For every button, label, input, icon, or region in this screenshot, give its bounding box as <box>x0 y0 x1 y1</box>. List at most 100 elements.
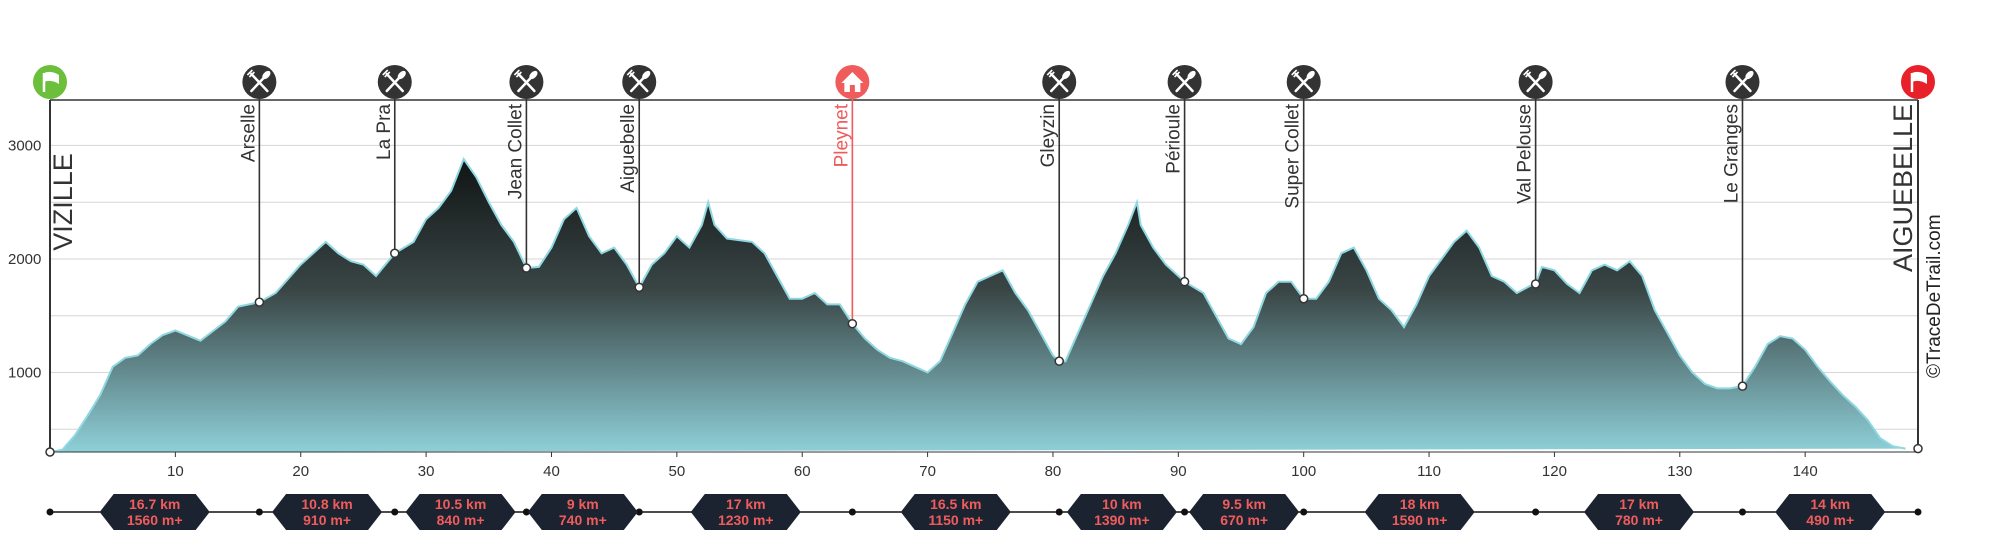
waypoint-label: Jean Collet <box>505 103 526 199</box>
segment-endpoint <box>522 508 530 516</box>
segment-endpoint <box>848 508 856 516</box>
y-tick-label: 1000 <box>8 365 41 382</box>
waypoint-point <box>1737 381 1748 391</box>
house-icon <box>835 65 870 99</box>
fork-knife-icon <box>509 65 544 99</box>
segment-badge <box>900 494 1011 530</box>
x-tick-label: 20 <box>292 463 309 480</box>
x-tick-label: 110 <box>1417 463 1441 480</box>
segment-elevation-gain: 1590 m+ <box>1392 512 1448 528</box>
waypoint-label: Super Collet <box>1283 103 1304 208</box>
waypoint-point <box>1054 356 1064 366</box>
segment-endpoint <box>1738 508 1746 516</box>
fork-knife-icon <box>1725 65 1760 99</box>
segment-distance: 9.5 km <box>1222 496 1266 512</box>
fork-knife-icon <box>1518 65 1553 99</box>
waypoint-point <box>1179 276 1190 287</box>
segment-endpoint <box>46 508 54 516</box>
segment-distance: 18 km <box>1400 496 1440 512</box>
segment-elevation-gain: 490 m+ <box>1806 512 1854 528</box>
waypoint-label: La Pra <box>374 104 395 160</box>
start-flag-icon <box>33 65 67 99</box>
elevation-area <box>49 156 1906 453</box>
segment-elevation-gain: 740 m+ <box>559 512 607 528</box>
waypoint-label: Pleynet <box>831 103 852 167</box>
waypoint-point <box>634 282 644 293</box>
fork-knife-icon <box>242 65 277 99</box>
segment-distance: 10.5 km <box>435 496 486 512</box>
segment-endpoint <box>1181 508 1189 516</box>
segment-elevation-gain: 1230 m+ <box>718 512 774 528</box>
fork-knife-icon <box>377 65 412 99</box>
segment-badge <box>690 494 801 530</box>
segment-badge <box>405 494 516 530</box>
segment-distance: 14 km <box>1810 496 1850 512</box>
segment-distance: 17 km <box>1619 496 1659 512</box>
finish-flag-icon <box>1901 65 1935 99</box>
waypoint-point <box>254 297 265 307</box>
segment-elevation-gain: 1150 m+ <box>928 512 983 528</box>
finish-label: AIGUEBELLE <box>1888 104 1918 272</box>
segment-endpoint <box>1532 508 1540 516</box>
fork-knife-icon <box>1286 65 1321 99</box>
elevation-outline <box>49 156 1906 453</box>
x-tick-label: 120 <box>1542 463 1567 480</box>
x-tick-label: 70 <box>919 463 936 480</box>
x-tick-label: 40 <box>543 463 560 480</box>
x-tick-label: 100 <box>1291 463 1316 480</box>
segment-distance: 10 km <box>1102 496 1142 512</box>
segment-endpoint <box>391 508 399 516</box>
y-tick-label: 2000 <box>8 251 41 268</box>
elevation-fill <box>50 159 1906 452</box>
x-tick-label: 50 <box>669 463 686 480</box>
segment-badge <box>99 494 210 530</box>
x-tick-label: 140 <box>1793 463 1818 480</box>
waypoint-point <box>390 248 400 259</box>
segment-badge <box>1775 494 1886 530</box>
x-tick-label: 90 <box>1170 463 1187 480</box>
segment-distance: 10.8 km <box>301 496 352 512</box>
watermark-text: ©TraceDeTrail.com <box>1924 214 1945 378</box>
waypoint-label: Arselle <box>238 104 259 162</box>
segment-endpoint <box>1055 508 1063 516</box>
segment-distance: 17 km <box>726 496 766 512</box>
finish-point <box>1913 443 1923 454</box>
x-tick-label: 80 <box>1045 463 1062 480</box>
waypoint-label: Le Granges <box>1721 104 1742 203</box>
segment-badge <box>1189 494 1300 530</box>
fork-knife-icon <box>1042 65 1077 99</box>
waypoint-point <box>1530 279 1541 289</box>
segment-badge <box>272 494 383 530</box>
segment-elevation-gain: 840 m+ <box>437 512 485 528</box>
segment-endpoint <box>635 508 643 516</box>
segment-elevation-gain: 780 m+ <box>1615 512 1663 528</box>
segment-badge <box>1066 494 1177 530</box>
waypoint-point <box>1298 293 1309 304</box>
x-tick-label: 130 <box>1667 463 1692 480</box>
segment-badge <box>527 494 638 530</box>
segment-elevation-gain: 1390 m+ <box>1094 512 1150 528</box>
x-tick-label: 60 <box>794 463 811 480</box>
start-point <box>45 447 55 457</box>
waypoint-label: Gleyzin <box>1038 104 1059 167</box>
fork-knife-icon <box>1167 65 1202 99</box>
fork-knife-icon <box>622 65 657 99</box>
y-tick-label: 3000 <box>8 137 41 154</box>
axes: 10 20 30 40 50 60 70 80 90 100 110 120 130 140 1000 200… <box>8 99 1919 480</box>
segment-elevation-gain: 910 m+ <box>303 512 351 528</box>
segment-endpoint <box>1300 508 1308 516</box>
x-tick-label: 30 <box>418 463 435 480</box>
segment-badge <box>1584 494 1695 530</box>
segment-badge <box>1364 494 1475 530</box>
segment-distance: 9 km <box>567 496 599 512</box>
segment-endpoint <box>1914 508 1922 516</box>
waypoint-point <box>521 263 532 273</box>
waypoint-markers: VIZILLE AIGUEBELLE Arselle La Pra Jean Colle… <box>33 65 1935 457</box>
segment-elevation-gain: 1560 m+ <box>127 512 183 528</box>
waypoint-label: Périoule <box>1164 104 1185 174</box>
start-label: VIZILLE <box>48 153 78 251</box>
x-tick-label: 10 <box>167 463 184 480</box>
segment-elevation-gain: 670 m+ <box>1220 512 1268 528</box>
